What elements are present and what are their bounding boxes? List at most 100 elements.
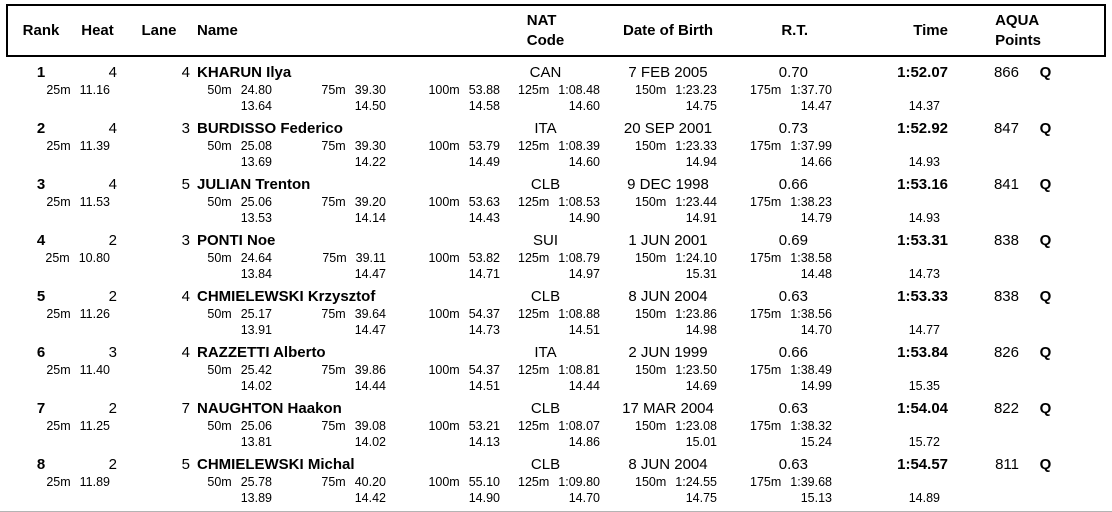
aqua-points-value: 811 <box>995 455 1019 473</box>
reaction-time-value: 0.66 <box>778 175 808 193</box>
swimmer-name: JULIAN Trenton <box>197 175 311 193</box>
qualification-flag: Q <box>1039 231 1052 249</box>
final-time-value: 1:53.33 <box>897 287 948 305</box>
lap-times-line: 13.89 14.42 14.90 14.70 14.75 15.13 14.8… <box>0 490 1112 506</box>
split-time-value: 1:38.49 <box>790 362 832 377</box>
split-distance-label: 100m <box>428 418 460 433</box>
split-distance-label: 25m <box>46 194 71 209</box>
nat-code-value: ITA <box>534 343 557 361</box>
lap-times-line: 13.64 14.50 14.58 14.60 14.75 14.47 14.3… <box>0 98 1112 114</box>
split-time-value: 53.88 <box>468 82 500 97</box>
lap-final: 14.89 <box>908 491 940 505</box>
split-100m: 100m 53.82 <box>386 251 500 265</box>
split-time-value: 39.20 <box>354 194 386 209</box>
split-time-value: 1:08.07 <box>558 418 600 433</box>
lap-100m: 14.49 <box>468 155 500 169</box>
lap-125m: 14.44 <box>568 379 600 393</box>
split-times-line: 25m 11.89 50m 25.78 75m 40.20 100m 55.10… <box>0 473 1112 490</box>
split-times-line: 25m 11.26 50m 25.17 75m 39.64 100m 54.37… <box>0 305 1112 322</box>
split-time-value: 39.08 <box>354 418 386 433</box>
split-distance-label: 125m <box>518 418 550 433</box>
lap-75m: 14.42 <box>354 491 386 505</box>
swimmer-name: BURDISSO Federico <box>197 119 343 137</box>
lap-final: 14.73 <box>908 267 940 281</box>
lap-final: 14.93 <box>908 155 940 169</box>
qualification-flag: Q <box>1039 63 1052 81</box>
split-150m: 150m 1:24.55 <box>600 475 717 489</box>
split-distance-label: 100m <box>428 194 460 209</box>
split-100m: 100m 53.79 <box>386 139 500 153</box>
split-time-value: 39.11 <box>355 250 386 265</box>
column-header-rank: Rank <box>22 22 60 39</box>
lap-125m: 14.60 <box>568 155 600 169</box>
split-distance-label: 50m <box>207 418 232 433</box>
lap-150m: 14.91 <box>685 211 717 225</box>
nat-code-value: CAN <box>529 63 562 81</box>
split-time-value: 1:08.79 <box>558 250 600 265</box>
column-header-time: Time <box>913 22 948 39</box>
lap-100m: 14.71 <box>468 267 500 281</box>
reaction-time-value: 0.63 <box>778 455 808 473</box>
column-header-heat: Heat <box>81 22 114 39</box>
split-150m: 150m 1:24.10 <box>600 251 717 265</box>
lap-150m: 14.69 <box>685 379 717 393</box>
split-time-value: 54.37 <box>468 306 500 321</box>
qualification-flag: Q <box>1039 343 1052 361</box>
split-175m: 175m 1:38.56 <box>717 307 832 321</box>
split-25m: 25m 10.80 <box>12 251 110 265</box>
split-175m: 175m 1:38.32 <box>717 419 832 433</box>
split-time-value: 1:38.58 <box>790 250 832 265</box>
split-150m: 150m 1:23.50 <box>600 363 717 377</box>
split-distance-label: 175m <box>750 82 782 97</box>
split-125m: 125m 1:08.07 <box>500 419 600 433</box>
split-distance-label: 150m <box>635 474 667 489</box>
lap-75m: 14.44 <box>354 379 386 393</box>
lap-175m: 14.70 <box>800 323 832 337</box>
split-time-value: 39.30 <box>354 138 386 153</box>
split-25m: 25m 11.25 <box>12 419 110 433</box>
result-row: 3 4 5 JULIAN Trenton CLB 9 DEC 1998 0.66… <box>0 170 1112 226</box>
reaction-time-value: 0.70 <box>778 63 808 81</box>
split-distance-label: 125m <box>518 82 550 97</box>
split-distance-label: 125m <box>518 362 550 377</box>
split-time-value: 24.80 <box>240 82 272 97</box>
split-time-value: 25.06 <box>240 418 272 433</box>
lap-125m: 14.90 <box>568 211 600 225</box>
lap-50m: 13.81 <box>240 435 272 449</box>
split-distance-label: 125m <box>518 474 550 489</box>
split-time-value: 1:24.55 <box>675 474 717 489</box>
result-main-line: 5 2 4 CHMIELEWSKI Krzysztof CLB 8 JUN 20… <box>0 287 1112 305</box>
lap-150m: 14.98 <box>685 323 717 337</box>
split-distance-label: 175m <box>750 194 782 209</box>
split-25m: 25m 11.89 <box>12 475 110 489</box>
split-time-value: 53.21 <box>468 418 500 433</box>
lap-125m: 14.86 <box>568 435 600 449</box>
final-time-value: 1:53.16 <box>897 175 948 193</box>
split-50m: 50m 25.06 <box>110 419 272 433</box>
result-row: 6 3 4 RAZZETTI Alberto ITA 2 JUN 1999 0.… <box>0 338 1112 394</box>
split-time-value: 24.64 <box>240 250 272 265</box>
split-time-value: 11.39 <box>79 138 110 153</box>
split-time-value: 1:08.81 <box>558 362 600 377</box>
split-distance-label: 150m <box>635 250 667 265</box>
lap-50m: 13.91 <box>240 323 272 337</box>
split-distance-label: 50m <box>207 138 232 153</box>
split-times-line: 25m 10.80 50m 24.64 75m 39.11 100m 53.82… <box>0 249 1112 266</box>
split-distance-label: 25m <box>46 82 71 97</box>
split-distance-label: 175m <box>750 418 782 433</box>
column-header-points-line2: Points <box>995 31 1041 49</box>
final-time-value: 1:52.92 <box>897 119 948 137</box>
aqua-points-value: 841 <box>993 175 1019 193</box>
split-distance-label: 25m <box>46 138 71 153</box>
lane-value: 4 <box>181 287 190 305</box>
heat-value: 2 <box>108 287 117 305</box>
split-time-value: 39.64 <box>354 306 386 321</box>
split-125m: 125m 1:08.39 <box>500 139 600 153</box>
split-distance-label: 75m <box>321 474 346 489</box>
reaction-time-value: 0.69 <box>778 231 808 249</box>
split-time-value: 55.10 <box>468 474 500 489</box>
aqua-points-value: 838 <box>993 231 1019 249</box>
nat-code-value: CLB <box>530 399 561 417</box>
lap-150m: 15.01 <box>685 435 717 449</box>
split-distance-label: 175m <box>750 250 782 265</box>
